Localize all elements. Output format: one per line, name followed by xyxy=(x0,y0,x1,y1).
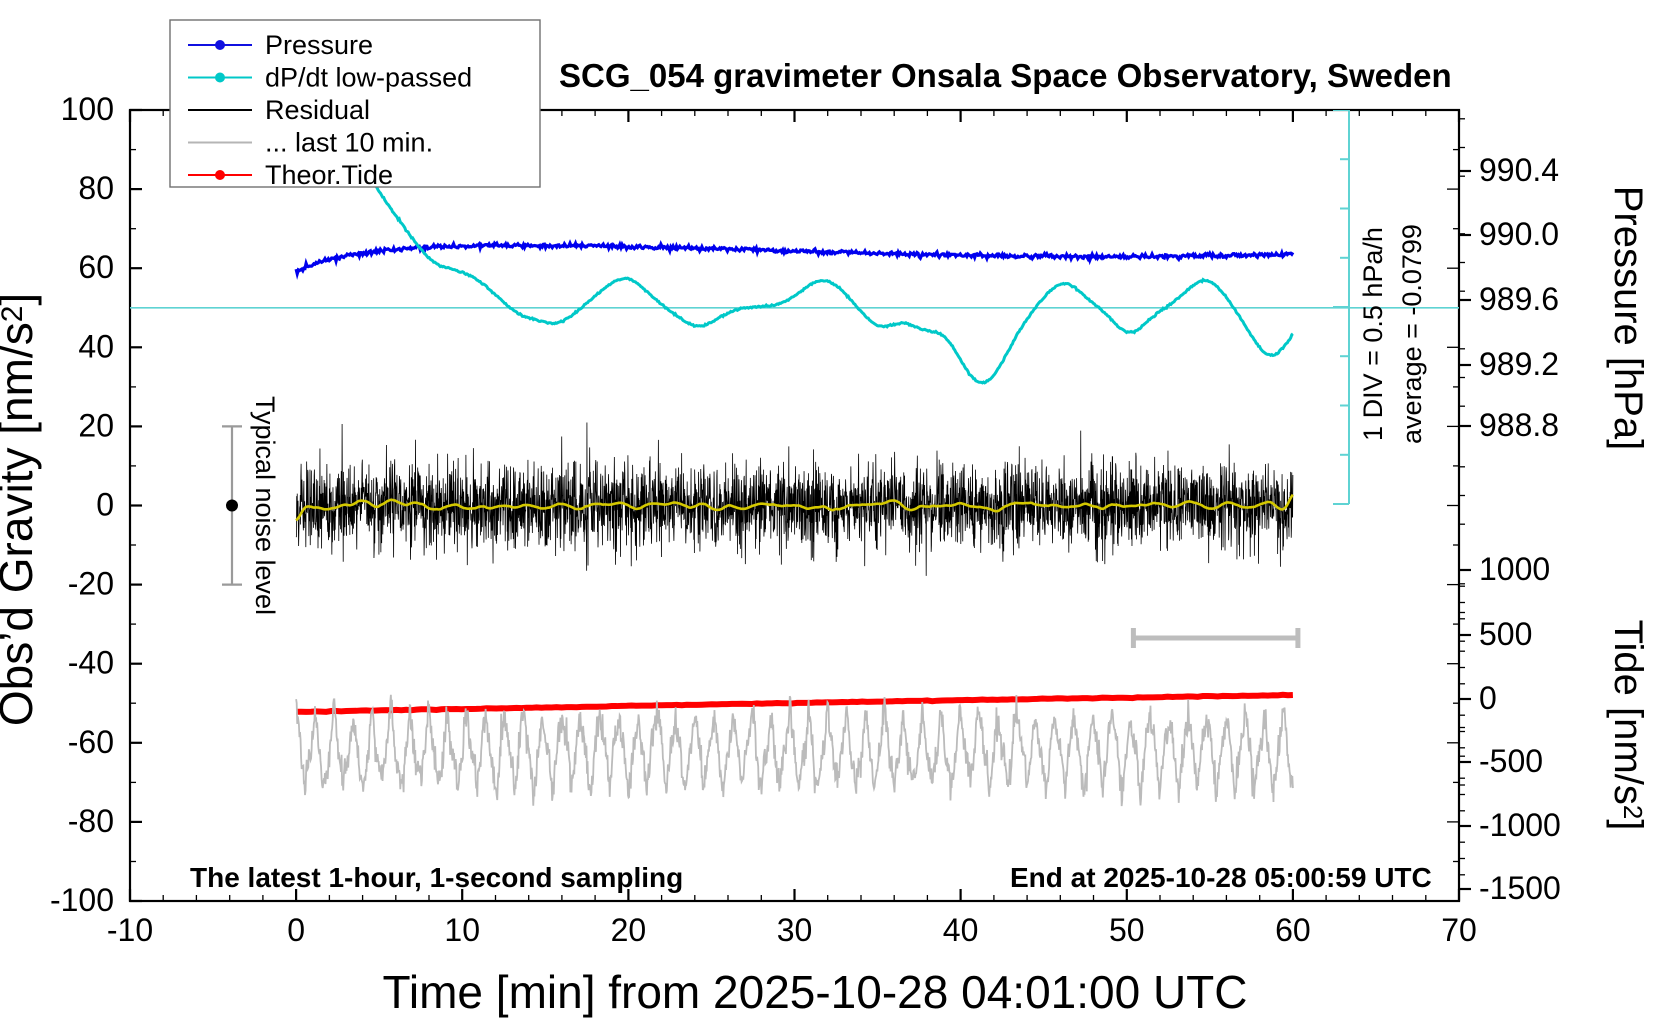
svg-text:990.0: 990.0 xyxy=(1479,216,1559,252)
svg-text:1 DIV = 0.5 hPa/h: 1 DIV = 0.5 hPa/h xyxy=(1358,227,1388,441)
svg-text:-20: -20 xyxy=(68,566,114,602)
svg-text:Obs’d Gravity [nm/s2]: Obs’d Gravity [nm/s2] xyxy=(0,293,42,726)
svg-text:Theor.Tide: Theor.Tide xyxy=(265,160,393,190)
svg-text:Pressure [hPa]: Pressure [hPa] xyxy=(1606,186,1650,451)
svg-text:60: 60 xyxy=(1275,912,1311,948)
svg-text:30: 30 xyxy=(777,912,813,948)
svg-text:60: 60 xyxy=(78,249,114,285)
svg-text:Typical noise level: Typical noise level xyxy=(250,396,280,615)
svg-text:80: 80 xyxy=(78,170,114,206)
svg-text:40: 40 xyxy=(78,328,114,364)
svg-text:10: 10 xyxy=(444,912,480,948)
svg-text:-40: -40 xyxy=(68,645,114,681)
svg-text:1000: 1000 xyxy=(1479,551,1550,587)
svg-text:... last 10 min.: ... last 10 min. xyxy=(265,128,433,158)
svg-text:-100: -100 xyxy=(50,882,114,918)
svg-text:SCG_054 gravimeter Onsala Spac: SCG_054 gravimeter Onsala Space Observat… xyxy=(559,57,1452,94)
svg-text:-1500: -1500 xyxy=(1479,870,1561,906)
svg-text:-500: -500 xyxy=(1479,743,1543,779)
svg-text:The latest 1-hour, 1-second sa: The latest 1-hour, 1-second sampling xyxy=(190,862,683,893)
svg-text:20: 20 xyxy=(611,912,647,948)
svg-text:-1000: -1000 xyxy=(1479,807,1561,843)
svg-text:Residual: Residual xyxy=(265,95,370,125)
svg-text:dP/dt low-passed: dP/dt low-passed xyxy=(265,63,472,93)
svg-text:989.6: 989.6 xyxy=(1479,281,1559,317)
svg-text:500: 500 xyxy=(1479,616,1532,652)
svg-text:-80: -80 xyxy=(68,803,114,839)
svg-text:0: 0 xyxy=(1479,680,1497,716)
svg-text:0: 0 xyxy=(287,912,305,948)
svg-text:989.2: 989.2 xyxy=(1479,346,1559,382)
svg-text:-10: -10 xyxy=(107,912,153,948)
svg-text:0: 0 xyxy=(96,487,114,523)
svg-text:Pressure: Pressure xyxy=(265,30,373,60)
svg-text:50: 50 xyxy=(1109,912,1145,948)
svg-text:-60: -60 xyxy=(68,724,114,760)
svg-text:100: 100 xyxy=(61,91,114,127)
svg-text:average = -0.0799: average = -0.0799 xyxy=(1397,224,1427,444)
svg-text:70: 70 xyxy=(1441,912,1477,948)
svg-text:End at 2025-10-28 05:00:59 UTC: End at 2025-10-28 05:00:59 UTC xyxy=(1010,862,1432,893)
svg-text:20: 20 xyxy=(78,407,114,443)
svg-text:40: 40 xyxy=(943,912,979,948)
svg-text:Time [min] from 2025-10-28 04:: Time [min] from 2025-10-28 04:01:00 UTC xyxy=(383,966,1248,1018)
svg-text:990.4: 990.4 xyxy=(1479,152,1559,188)
svg-text:Tide [nm/s2]: Tide [nm/s2] xyxy=(1606,620,1650,831)
svg-text:988.8: 988.8 xyxy=(1479,407,1559,443)
